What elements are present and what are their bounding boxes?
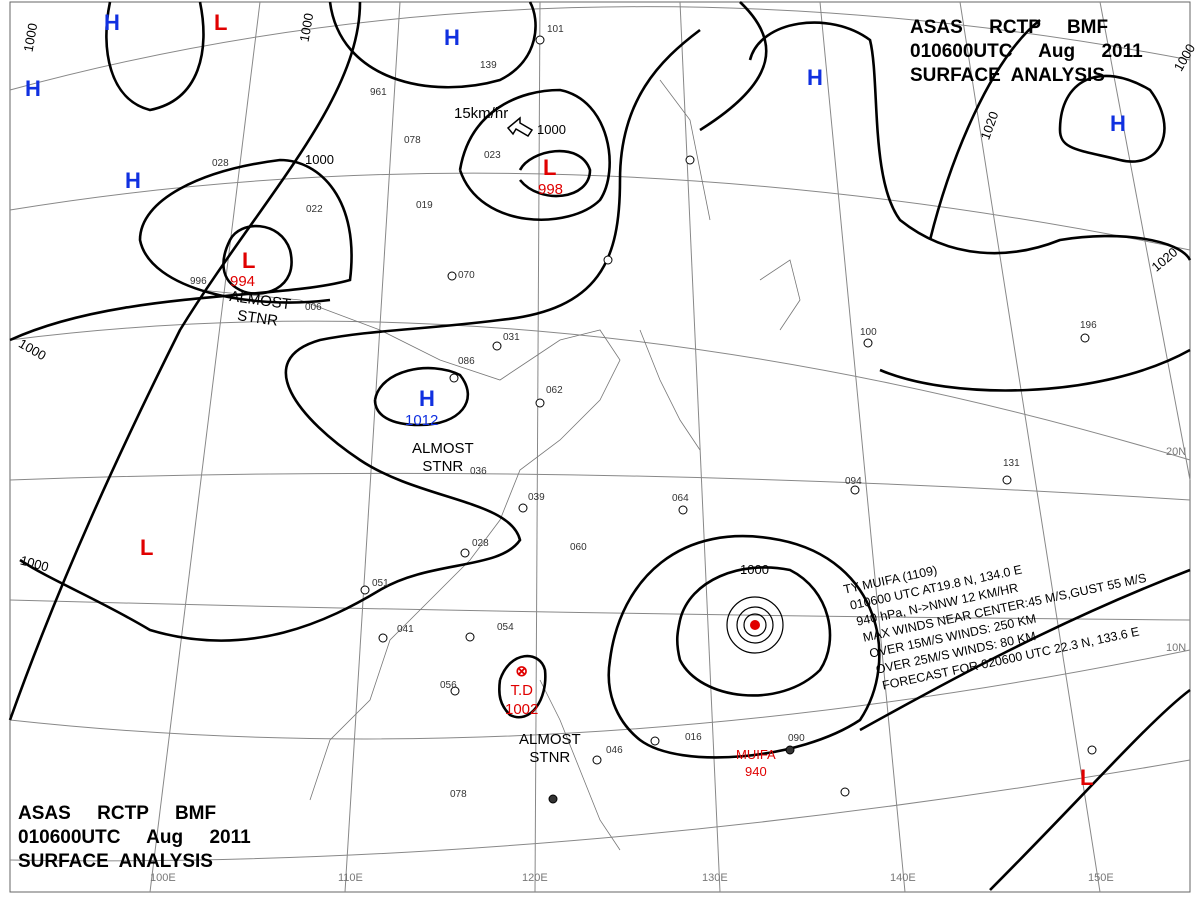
title-line: 010600UTC Aug 2011 (18, 827, 251, 848)
title-block-bottom-left: ASAS RCTP BMF 010600UTC Aug 2011 SURFACE A… (18, 802, 251, 874)
title-line: SURFACE ANALYSIS (18, 851, 213, 872)
tropical-depression-icon: ⊗ (515, 663, 528, 680)
tropical-depression-pressure: 1002 (505, 701, 539, 718)
station-markers (360, 35, 1097, 804)
tropical-depression-label: T.D (510, 682, 533, 699)
typhoon-pressure: 940 (745, 764, 767, 779)
title-line: ASAS RCTP BMF (910, 17, 1109, 38)
longitude-lines (149, 1, 1191, 893)
typhoon-center (726, 596, 784, 654)
title-block-top-right: ASAS RCTP BMF 010600UTC Aug 2011 SURFACE A… (910, 16, 1143, 88)
title-line: ASAS RCTP BMF (18, 803, 217, 824)
title-line: SURFACE ANALYSIS (910, 65, 1105, 86)
typhoon-marker-label: MUIFA 940 (736, 746, 776, 780)
motion-arrow-icon (506, 116, 534, 138)
latitude-lines (9, 6, 1191, 862)
isobars (8, 1, 1192, 891)
title-line: 010600UTC Aug 2011 (910, 41, 1143, 62)
typhoon-name: MUIFA (736, 747, 776, 762)
coastlines (199, 79, 801, 851)
map-border (9, 1, 1191, 893)
tropical-depression: ⊗ T.D 1002 (505, 662, 538, 719)
